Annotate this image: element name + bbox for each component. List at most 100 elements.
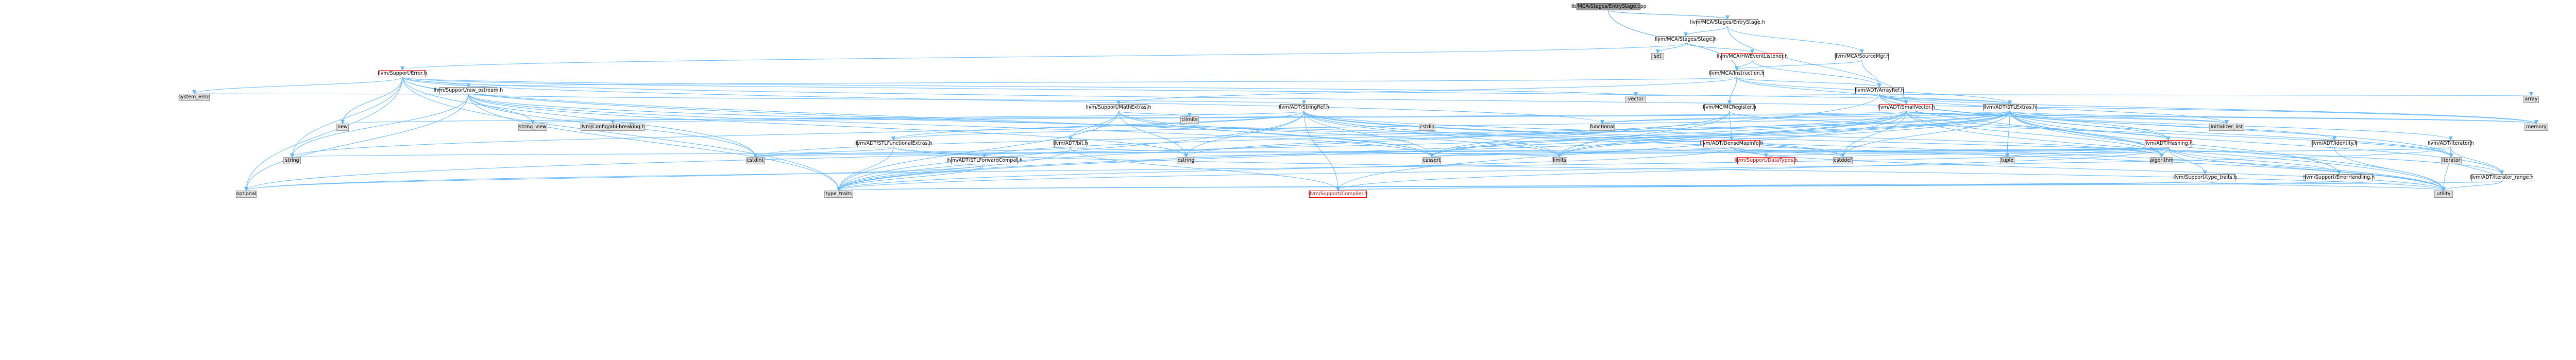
node-raw-ostream[interactable]: llvm/Support/raw_ostream.h xyxy=(433,87,503,94)
node-system-error[interactable]: system_error xyxy=(178,94,211,101)
edge-arrayref_h-to-type_traits xyxy=(837,94,1880,191)
node-functional[interactable]: functional xyxy=(1590,124,1615,131)
edge-stage_h-to-hweventlistener xyxy=(1685,43,1754,54)
edge-bit_h-to-type_traits xyxy=(837,147,1071,191)
node-climits[interactable]: climits xyxy=(1180,116,1199,124)
node-utility[interactable]: utility xyxy=(2434,191,2453,198)
edge-arrayref_h-to-array xyxy=(1879,92,2532,96)
edge-stlextras-to-identity_h xyxy=(2009,111,2336,141)
edge-error_h-to-cstdint xyxy=(402,77,757,158)
edge-stlextras-to-iterator_range xyxy=(2009,111,2504,175)
node-stringref[interactable]: llvm/ADT/StringRef.h xyxy=(1278,104,1330,111)
edge-densemapinfo-to-utility xyxy=(1731,147,2446,191)
node-iterator[interactable]: iterator xyxy=(2441,157,2462,164)
node-new[interactable]: new xyxy=(336,124,349,131)
node-arrayref-h[interactable]: llvm/ADT/ArrayRef.h xyxy=(1855,87,1904,94)
node-limits[interactable]: limits xyxy=(1552,157,1567,164)
node-entrystage-h[interactable]: llvm/MCA/Stages/EntryStage.h xyxy=(1690,19,1765,26)
node-cassert[interactable]: cassert xyxy=(1422,157,1441,164)
edge-stringref-to-iterator_range xyxy=(1303,111,2504,175)
edge-raw_ostream-to-cassert xyxy=(468,94,1434,158)
edge-hweventlistener-to-instruction_h xyxy=(1735,60,1753,71)
node-identity-h[interactable]: llvm/ADT/identity.h xyxy=(2311,140,2358,147)
node-root[interactable]: lib/MCA/Stages/EntryStage.cpp xyxy=(1570,3,1647,10)
node-errorhandling[interactable]: llvm/Support/ErrorHandling.h xyxy=(2303,174,2375,181)
edge-raw_ostream-to-optional xyxy=(244,94,469,191)
edge-stlextras-to-memory xyxy=(2009,111,2538,124)
edge-stlextras-to-config_abi xyxy=(611,111,2010,124)
node-tuple[interactable]: tuple xyxy=(2000,157,2014,164)
node-datatypes[interactable]: llvm/Support/DataTypes.h xyxy=(1734,157,1798,164)
edge-iterator_h-to-utility xyxy=(2442,147,2451,191)
edge-stlextras-to-iterator xyxy=(2009,111,2453,158)
edge-root-to-entrystage_h xyxy=(1608,10,1730,20)
edge-hweventlistener-to-arrayref_h xyxy=(1752,60,1882,88)
node-memory[interactable]: memory xyxy=(2524,124,2548,131)
edge-raw_ostream-to-string xyxy=(290,94,469,158)
node-string[interactable]: string xyxy=(283,157,301,164)
node-bit-h[interactable]: llvm/ADT/bit.h xyxy=(1053,140,1088,147)
edge-stlextras-to-cstddef xyxy=(1841,111,2010,158)
edge-stlextras-to-limits xyxy=(1557,111,2010,158)
node-iterator-range[interactable]: llvm/ADT/iterator_range.h xyxy=(2470,174,2534,181)
edge-stlforwardcompat-to-optional xyxy=(244,164,985,191)
edge-mcregister-to-cassert xyxy=(1430,111,1730,158)
edge-raw_ostream-to-cstring xyxy=(468,94,1188,158)
node-densemapinfo[interactable]: llvm/ADT/DenseMapInfo.h xyxy=(1700,140,1764,147)
node-smallvector[interactable]: llvm/ADT/SmallVector.h xyxy=(1877,104,1935,111)
node-stlforwardcompat[interactable]: llvm/ADT/STLForwardCompat.h xyxy=(946,157,1023,164)
edge-stage_h-to-error_h xyxy=(400,43,1686,71)
edge-stringref-to-string xyxy=(290,111,1304,158)
node-set[interactable]: set xyxy=(1651,53,1664,60)
node-stage-h[interactable]: llvm/MCA/Stages/Stage.h xyxy=(1655,36,1717,43)
node-stlextras[interactable]: llvm/ADT/STLExtras.h xyxy=(1983,104,2037,111)
node-sourcemgr[interactable]: llvm/MCA/SourceMgr.h xyxy=(1834,53,1890,60)
edge-instruction_h-to-arrayref_h xyxy=(1736,77,1882,88)
node-stlfunctionalextras[interactable]: llvm/ADT/STLFunctionalExtras.h xyxy=(854,140,933,147)
edge-stringref-to-type_traits xyxy=(837,111,1304,191)
node-cstring[interactable]: cstring xyxy=(1177,157,1195,164)
edge-stringref-to-cstddef xyxy=(1303,111,1845,158)
edge-stringref-to-string_view xyxy=(531,111,1304,124)
node-error-h[interactable]: llvm/Support/Error.h xyxy=(378,70,427,77)
edge-stage_h-to-set xyxy=(1655,43,1686,54)
edge-smallvector-to-cassert xyxy=(1430,111,1907,158)
node-iterator-h[interactable]: llvm/ADT/iterator.h xyxy=(2428,140,2474,147)
edge-stlextras-to-cstdint xyxy=(753,111,2010,158)
node-optional[interactable]: optional xyxy=(236,191,257,198)
edge-hashing_h-to-type_traits_h xyxy=(2168,147,2207,175)
node-vector[interactable]: vector xyxy=(1625,96,1646,103)
node-initializer-list[interactable]: initializer_list xyxy=(2209,124,2244,131)
node-array[interactable]: array xyxy=(2523,96,2539,103)
edge-arrayref_h-to-hashing_h xyxy=(1879,94,2171,141)
node-hashing-h[interactable]: llvm/ADT/Hashing.h xyxy=(2144,140,2193,147)
edge-stlextras-to-functional xyxy=(1600,111,2010,124)
node-config-abi[interactable]: llvm/Config/abi-breaking.h xyxy=(580,124,645,131)
edge-instruction_h-to-smallvector xyxy=(1736,77,1908,105)
edge-error_h-to-functional xyxy=(402,77,1604,124)
node-cstdio[interactable]: cstdio xyxy=(1419,124,1435,131)
node-instruction-h[interactable]: llvm/MCA/Instruction.h xyxy=(1709,70,1765,77)
edge-error_h-to-system_error xyxy=(192,77,403,94)
edge-error_h-to-stlextras xyxy=(402,77,2012,105)
node-hweventlistener[interactable]: llvm/MCA/HWEventListener.h xyxy=(1716,53,1788,60)
node-cstdint[interactable]: cstdint xyxy=(746,157,765,164)
edge-densemapinfo-to-tuple xyxy=(1731,147,2009,158)
edge-smallvector-to-memory xyxy=(1906,111,2538,124)
node-type-traits[interactable]: type_traits xyxy=(824,191,853,198)
edge-error_h-to-string xyxy=(290,77,403,158)
node-string-view[interactable]: string_view xyxy=(518,124,547,131)
edge-entrystage_h-to-stage_h xyxy=(1684,26,1728,37)
edge-errorhandling-to-compiler_h xyxy=(1336,181,2340,191)
node-mathextras[interactable]: llvm/Support/MathExtras.h xyxy=(1086,104,1151,111)
edge-type_traits_h-to-type_traits xyxy=(838,181,2206,191)
node-compiler-h[interactable]: llvm/Support/Compiler.h xyxy=(1308,191,1368,198)
edge-identity_h-to-utility xyxy=(2334,147,2446,191)
node-algorithm[interactable]: algorithm xyxy=(2150,157,2174,164)
node-mcregister[interactable]: llvm/MC/MCRegister.h xyxy=(1703,104,1756,111)
node-cstddef[interactable]: cstddef xyxy=(1833,157,1853,164)
edge-type_traits_h-to-utility xyxy=(2205,181,2446,191)
edge-error_h-to-type_traits xyxy=(402,77,841,191)
edge-hashing_h-to-datatypes xyxy=(1764,147,2169,158)
node-type-traits-h[interactable]: llvm/Support/type_traits.h xyxy=(2173,174,2237,181)
